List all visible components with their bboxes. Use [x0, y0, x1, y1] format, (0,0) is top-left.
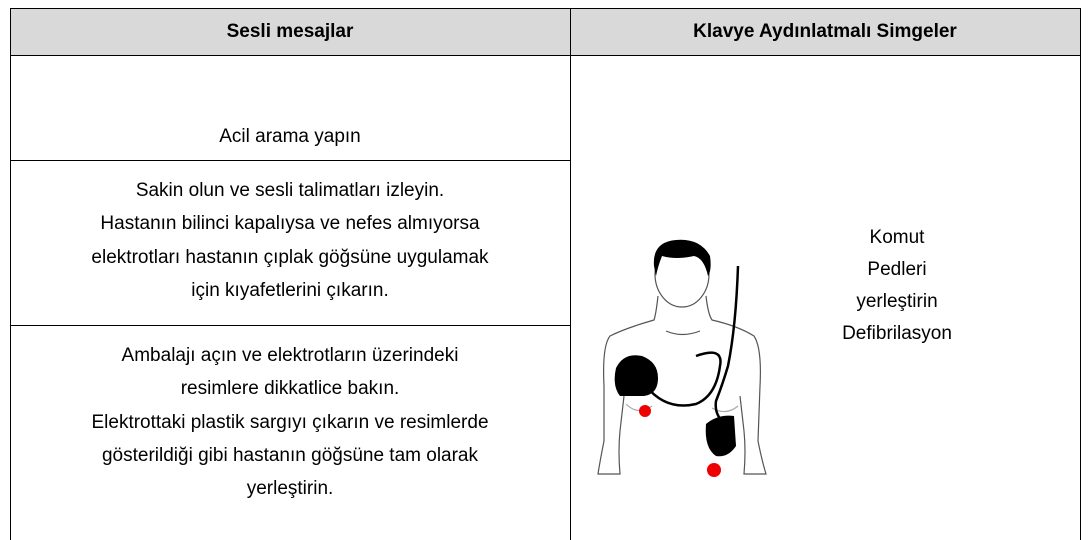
header-bg: [10, 8, 1080, 55]
border: [10, 160, 570, 161]
header-cell: Klavye Aydınlatmalı Simgeler: [693, 21, 957, 42]
icon-text: Komut: [869, 227, 925, 248]
pad-placement-illustration: [597, 239, 767, 477]
cell-line: resimlere dikkatlice bakın.: [180, 378, 400, 399]
border: [10, 55, 1081, 56]
cell-line: Elektrottaki plastik sargıyı çıkarın ve …: [91, 412, 489, 433]
icon-text: Pedleri: [867, 259, 927, 280]
border: [1080, 8, 1081, 540]
cell-line: Sakin olun ve sesli talimatları izleyin.: [135, 180, 445, 201]
icon-text: yerleştirin: [856, 291, 938, 312]
border: [10, 8, 11, 540]
header-cell: Sesli mesajlar: [226, 21, 354, 42]
icon-text: Defibrilasyon: [842, 323, 952, 344]
border: [10, 8, 1081, 9]
cell-line: Hastanın bilinci kapalıysa ve nefes almı…: [100, 213, 480, 234]
cell-line: gösterildiği gibi hastanın göğsüne tam o…: [101, 445, 479, 466]
cell-line: için kıyafetlerini çıkarın.: [191, 280, 389, 301]
cell-line: yerleştirin.: [246, 478, 334, 499]
cell-line: Acil arama yapın: [219, 126, 361, 147]
cell-line: elektrotları hastanın çıplak göğsüne uyg…: [91, 247, 489, 268]
border: [570, 8, 571, 540]
border: [10, 325, 570, 326]
cell-line: Ambalajı açın ve elektrotların üzerindek…: [121, 345, 459, 366]
